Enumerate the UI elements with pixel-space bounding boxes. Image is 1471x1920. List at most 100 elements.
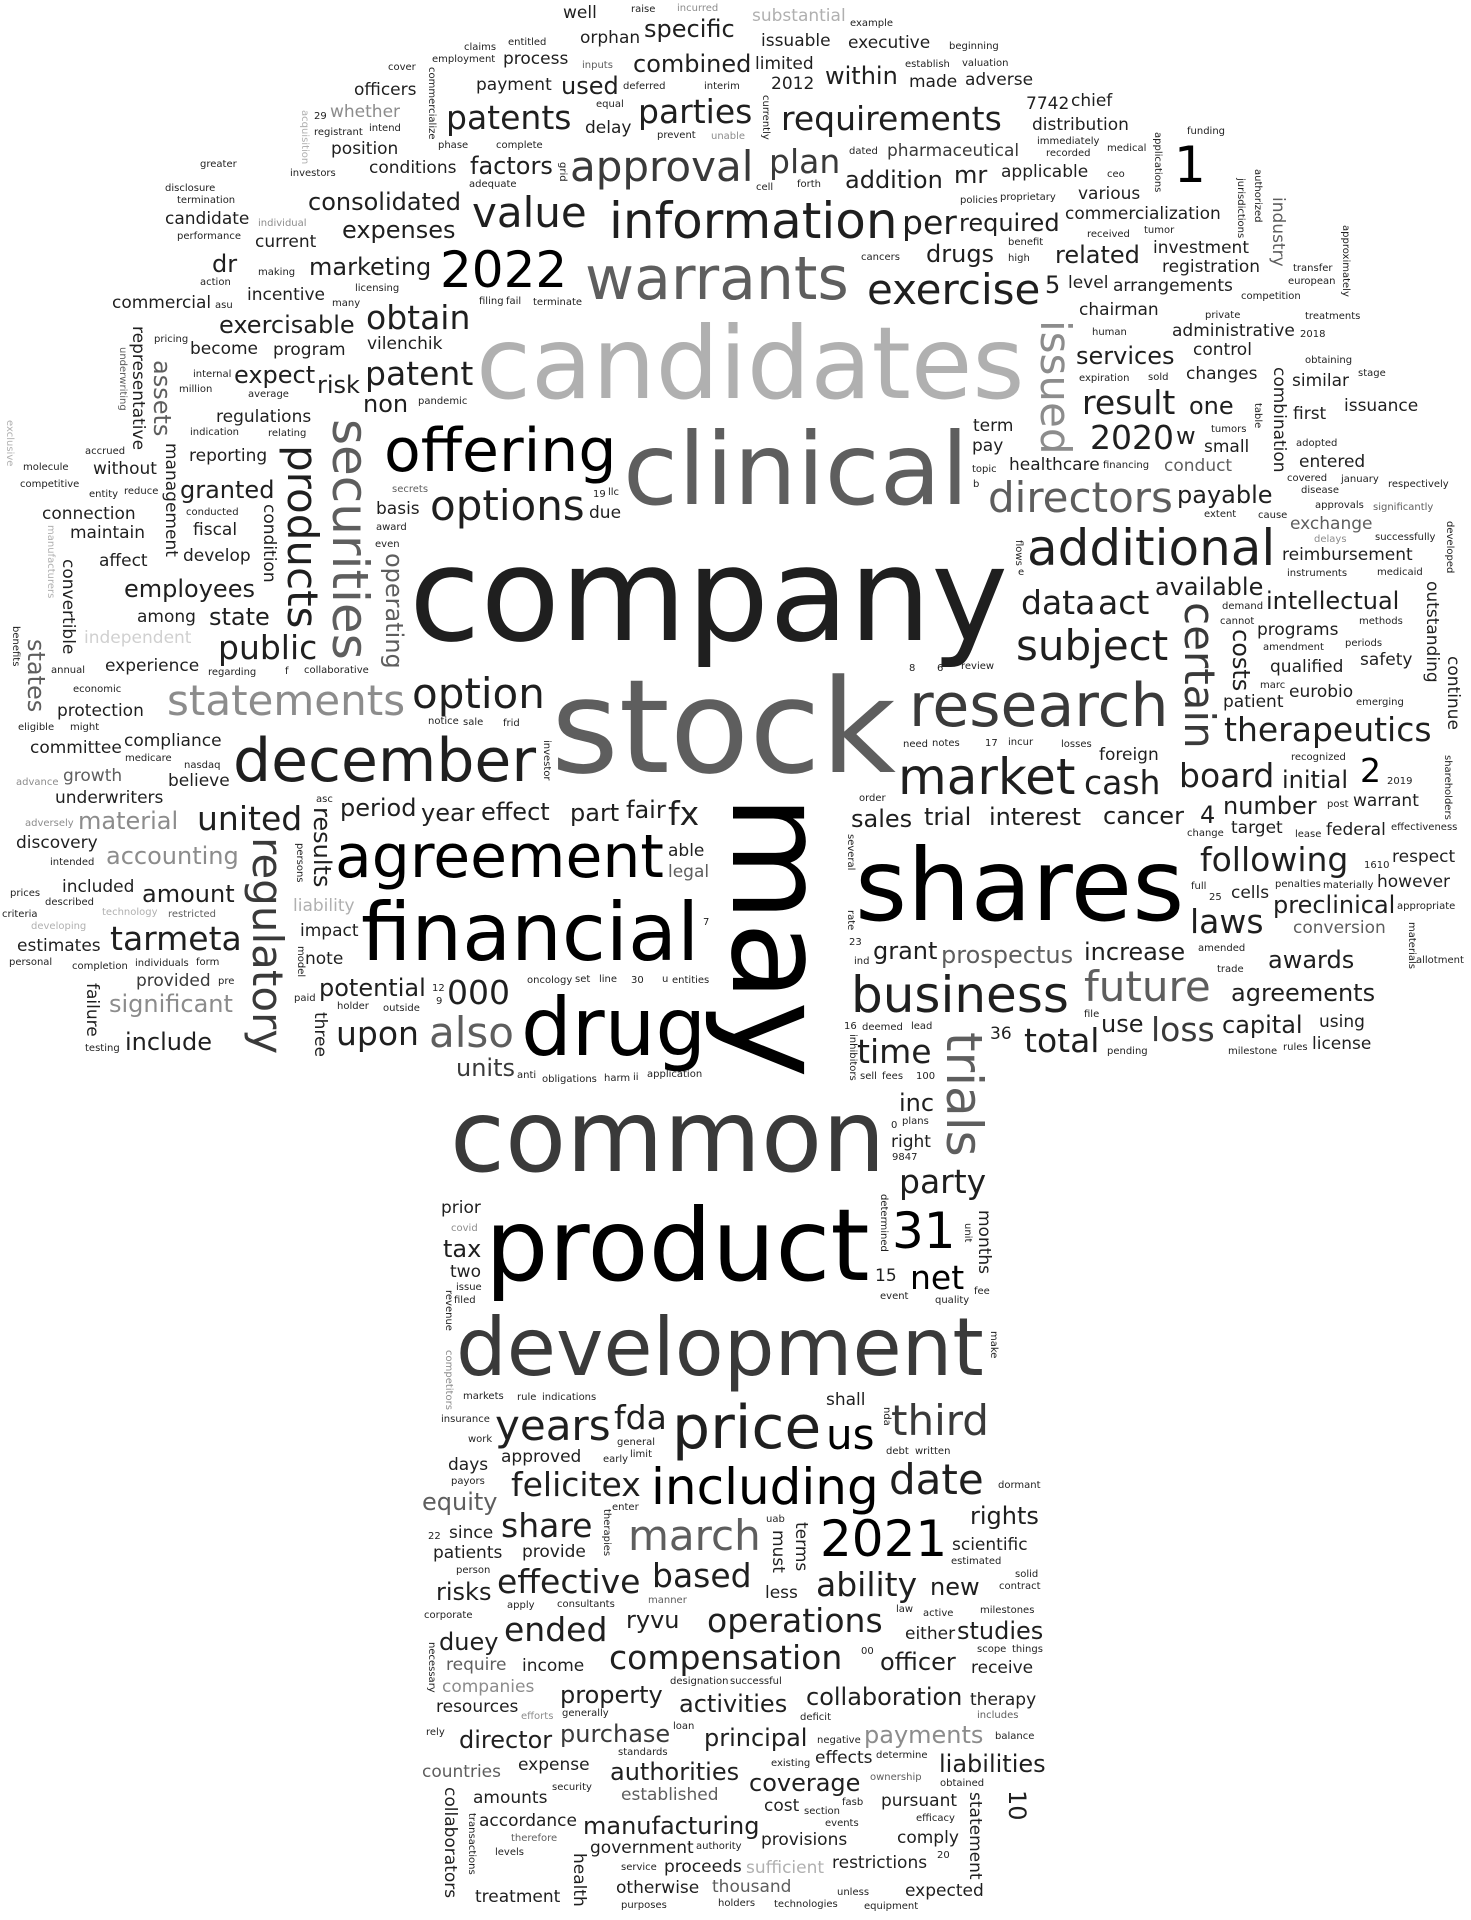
cloud-word: example: [850, 18, 894, 29]
cloud-word: secrets: [392, 484, 429, 495]
cloud-word: ceo: [1107, 169, 1125, 180]
cloud-word: applicable: [1001, 162, 1089, 182]
cloud-word: recorded: [1046, 148, 1091, 159]
cloud-word: tax: [443, 1235, 482, 1263]
cloud-word: programs: [1257, 620, 1339, 640]
cloud-word: authorities: [610, 1758, 740, 1786]
cloud-word: incur: [1008, 737, 1034, 748]
cloud-word: deferred: [623, 81, 666, 92]
cloud-word: pandemic: [418, 396, 468, 407]
cloud-word: adverse: [965, 70, 1034, 90]
cloud-word: complete: [496, 140, 543, 151]
cloud-word: foreign: [1099, 745, 1159, 765]
cloud-word: notes: [932, 738, 960, 749]
cloud-word: health: [569, 1853, 589, 1907]
cloud-word: investment: [1153, 238, 1249, 258]
cloud-word: target: [1231, 818, 1283, 838]
cloud-word: individuals: [135, 958, 189, 969]
cloud-word: expenses: [342, 216, 456, 244]
cloud-word: authority: [696, 1841, 742, 1852]
cloud-word: effect: [481, 798, 550, 826]
cloud-word: loan: [673, 1721, 695, 1732]
cloud-word: 5: [1045, 271, 1061, 299]
cloud-word: obtain: [366, 298, 471, 337]
cloud-word: conditions: [369, 158, 457, 178]
cloud-word: fasb: [842, 1797, 864, 1808]
cloud-word: otherwise: [616, 1878, 700, 1898]
cloud-word: generally: [562, 1708, 609, 1719]
cloud-word: event: [880, 1291, 909, 1302]
cloud-word: set: [575, 974, 591, 985]
cloud-word: approvals: [1315, 500, 1364, 511]
cloud-word: termination: [177, 195, 236, 206]
cloud-word: healthcare: [1009, 455, 1100, 475]
cloud-word: using: [1319, 1012, 1365, 1032]
cloud-word: paid: [294, 993, 316, 1004]
cloud-word: date: [889, 1455, 984, 1504]
cloud-word: right: [891, 1132, 931, 1152]
cloud-word: lease: [1295, 829, 1322, 840]
cloud-word: dormant: [998, 1480, 1041, 1491]
cloud-word: levels: [495, 1847, 524, 1858]
cloud-word: subject: [1016, 621, 1169, 670]
cloud-word: purchase: [560, 1720, 671, 1748]
cloud-word: 2: [1360, 751, 1381, 790]
cloud-word: recognized: [1291, 752, 1346, 763]
cloud-word: exercisable: [219, 311, 355, 339]
cloud-word: amendment: [1263, 642, 1324, 653]
cloud-word: experience: [105, 656, 200, 676]
cloud-word: cancer: [1103, 802, 1184, 830]
cloud-word: trials: [935, 1032, 993, 1157]
cloud-word: however: [1377, 872, 1451, 892]
cloud-word: therapeutics: [1224, 710, 1432, 749]
cloud-word: financing: [1103, 460, 1150, 471]
cloud-word: per: [902, 203, 957, 242]
cloud-word: additional: [1027, 519, 1276, 577]
cloud-word: funding: [1187, 126, 1226, 137]
cloud-word: model: [295, 946, 306, 978]
cloud-word: incentive: [247, 285, 325, 305]
cloud-word: work: [468, 1434, 493, 1445]
cloud-word: necessary: [426, 1642, 437, 1693]
cloud-word: following: [1200, 840, 1349, 879]
cloud-word: negative: [817, 1735, 861, 1746]
cloud-word: 000: [447, 973, 510, 1012]
cloud-word: medicaid: [1377, 567, 1423, 578]
cloud-word: position: [331, 139, 399, 159]
cloud-word: sold: [1148, 372, 1169, 383]
cloud-word: indication: [190, 427, 240, 438]
cloud-word: trade: [1217, 964, 1244, 975]
cloud-word: development: [456, 1301, 984, 1394]
cloud-word: 2018: [1300, 329, 1326, 340]
cloud-word: warrant: [1353, 791, 1419, 811]
cloud-word: 23: [849, 937, 862, 948]
cloud-word: prevent: [657, 130, 696, 141]
cloud-word: cells: [1231, 883, 1270, 903]
cloud-word: one: [1189, 392, 1234, 420]
cloud-word: 17: [985, 738, 998, 749]
cloud-word: plans: [902, 1116, 929, 1127]
cloud-word: commercial: [112, 293, 212, 313]
cloud-word: raise: [631, 4, 656, 15]
cloud-word: milestones: [980, 1605, 1035, 1616]
cloud-word: topic: [972, 464, 997, 475]
cloud-word: shall: [826, 1390, 866, 1410]
cloud-word: covid: [451, 1223, 478, 1234]
cloud-word: chief: [1071, 91, 1113, 111]
cloud-word: months: [974, 1210, 994, 1275]
cloud-word: plan: [769, 142, 841, 181]
cloud-word: maintain: [70, 523, 146, 543]
cloud-word: efforts: [521, 1711, 554, 1722]
cloud-word: fail: [506, 296, 522, 307]
cloud-word: patents: [446, 98, 572, 137]
cloud-word: 00: [861, 1646, 874, 1657]
cloud-word: competition: [1241, 291, 1301, 302]
cloud-word: 12: [432, 983, 445, 994]
cloud-word: use: [1101, 1010, 1144, 1038]
cloud-word: reduce: [124, 486, 159, 497]
cloud-word: things: [1012, 1644, 1043, 1655]
cloud-word: competitors: [443, 1350, 454, 1410]
cloud-word: resources: [436, 1697, 519, 1717]
cloud-word: obligations: [542, 1074, 597, 1085]
cloud-word: without: [93, 459, 157, 479]
